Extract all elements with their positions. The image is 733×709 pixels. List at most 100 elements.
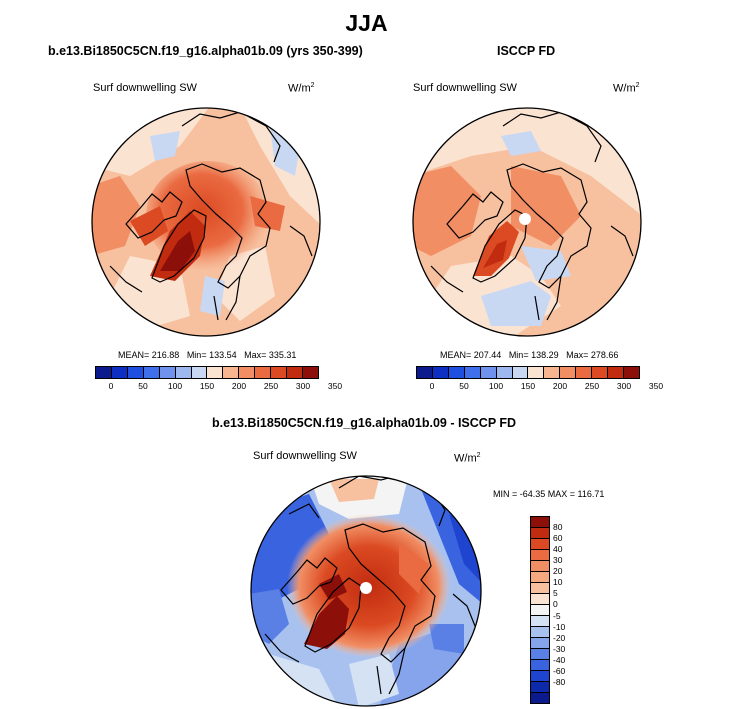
- panel-3-colorbar-swatch-13: [531, 660, 549, 671]
- panel-2-colorbar-swatch-10: [576, 367, 593, 378]
- panel-3-colorbar-swatch-9: [531, 616, 549, 627]
- panel-2-colorbar-tick-label: 50: [459, 381, 469, 391]
- panel-2-stats: MEAN= 207.44 Min= 138.29 Max= 278.66: [440, 350, 618, 360]
- panel-2-colorbar-swatch-13: [623, 367, 639, 378]
- panel-3-colorbar-swatch-0: [531, 517, 549, 528]
- panel-1-colorbar-labels: 0 50 100 150 200 250 300 350: [95, 381, 342, 393]
- panel-2-colorbar-swatch-7: [528, 367, 545, 378]
- figure-title: JJA: [345, 10, 388, 36]
- panel-1-colorbar-swatch-3: [143, 367, 160, 378]
- panel-3-colorbar-tick-label: 10: [553, 577, 563, 588]
- panel-2-colorbar-swatch-0: [417, 367, 433, 378]
- panel-3-colorbar-swatch-3: [531, 550, 549, 561]
- panel-3-colorbar-swatch-5: [531, 572, 549, 583]
- panel-1-min: Min= 133.54: [186, 350, 237, 360]
- panel-1-colorbar-swatch-12: [287, 367, 303, 378]
- panel-1-colorbar-swatch-7: [207, 367, 224, 378]
- panel-1-colorbar-tick-label: 0: [108, 381, 114, 391]
- panel-3-colorbar: [530, 516, 550, 704]
- panel-1-colorbar-swatch-11: [271, 367, 288, 378]
- panel-3-colorbar-tick-label: -20: [553, 632, 566, 643]
- panel-1-colorbar-swatch-10: [255, 367, 272, 378]
- panel-2-min: Min= 138.29: [508, 350, 559, 360]
- panel-1-mean: MEAN= 216.88: [118, 350, 180, 360]
- panel-2-unit: W/m2: [613, 82, 640, 95]
- panel-2-colorbar-swatch-11: [592, 367, 609, 378]
- panel-2-colorbar-swatch-4: [480, 367, 497, 378]
- panel-1-unit: W/m2: [288, 82, 315, 95]
- panel-2-max: Max= 278.66: [566, 350, 619, 360]
- panel-2-colorbar-tick-label: 250: [584, 381, 600, 391]
- panel-3-colorbar-swatch-11: [531, 638, 549, 649]
- panel-1-colorbar: [95, 366, 319, 379]
- panel-3-colorbar-tick-label: -5: [553, 610, 561, 621]
- panel-2-colorbar-tick-label: 0: [429, 381, 435, 391]
- panel-1-variable: Surf downwelling SW: [93, 82, 197, 94]
- panel-3-colorbar-swatch-4: [531, 561, 549, 572]
- panel-3-colorbar-tick-label: -10: [553, 621, 566, 632]
- panel-2-colorbar-swatch-12: [608, 367, 624, 378]
- panel-3-colorbar-swatch-7: [531, 594, 549, 605]
- panel-3-colorbar-labels: 80 60 40 30 20 10 5 0 -5 -10 -20 -30 -40 -60 -80: [553, 516, 583, 702]
- panel-2-colorbar-tick-label: 100: [488, 381, 504, 391]
- panel-1-max: Max= 335.31: [244, 350, 297, 360]
- panel-2-mean: MEAN= 207.44: [440, 350, 502, 360]
- panel-2-colorbar-tick-label: 350: [648, 381, 664, 391]
- panel-1-map: [91, 107, 321, 337]
- panel-3-unit: W/m2: [454, 452, 481, 465]
- panel-1-colorbar-tick-label: 100: [167, 381, 183, 391]
- panel-3-minmax: MIN = -64.35 MAX = 116.71: [493, 489, 605, 499]
- panel-2-title: ISCCP FD: [497, 44, 556, 58]
- panel-1-colorbar-tick-label: 200: [231, 381, 247, 391]
- panel-3-colorbar-tick-label: 80: [553, 522, 563, 533]
- panel-2-colorbar-tick-label: 200: [552, 381, 568, 391]
- panel-1-colorbar-tick-label: 250: [263, 381, 279, 391]
- panel-2-colorbar-swatch-1: [432, 367, 449, 378]
- panel-2-colorbar-swatch-9: [560, 367, 577, 378]
- panel-1-colorbar-swatch-13: [302, 367, 318, 378]
- pole-hole: [360, 582, 372, 594]
- panel-2-colorbar: [416, 366, 640, 379]
- panel-3-colorbar-tick-label: -40: [553, 654, 566, 665]
- panel-2-map: [412, 107, 642, 337]
- panel-3-colorbar-tick-label: -30: [553, 643, 566, 654]
- panel-2-colorbar-swatch-5: [496, 367, 513, 378]
- panel-2-colorbar-tick-label: 150: [520, 381, 536, 391]
- panel-1-colorbar-tick-label: 50: [138, 381, 148, 391]
- panel-1-colorbar-tick-label: 300: [295, 381, 311, 391]
- panel-2-colorbar-tick-label: 300: [616, 381, 632, 391]
- panel-1-colorbar-swatch-9: [239, 367, 256, 378]
- panel-3-colorbar-tick-label: -80: [553, 676, 566, 687]
- panel-3-colorbar-swatch-2: [531, 539, 549, 550]
- panel-3-colorbar-swatch-15: [531, 682, 549, 693]
- panel-1-colorbar-swatch-8: [223, 367, 240, 378]
- panel-3-colorbar-tick-label: 0: [553, 599, 558, 610]
- panel-3-colorbar-swatch-10: [531, 627, 549, 638]
- panel-2-colorbar-swatch-2: [448, 367, 465, 378]
- panel-1-stats: MEAN= 216.88 Min= 133.54 Max= 335.31: [118, 350, 296, 360]
- panel-3-colorbar-swatch-12: [531, 649, 549, 660]
- panel-3-colorbar-swatch-1: [531, 528, 549, 539]
- panel-2-colorbar-labels: 0 50 100 150 200 250 300 350: [416, 381, 663, 393]
- panel-1-colorbar-swatch-5: [175, 367, 192, 378]
- panel-2-colorbar-swatch-6: [512, 367, 529, 378]
- panel-1-colorbar-swatch-1: [111, 367, 128, 378]
- panel-3-variable: Surf downwelling SW: [253, 450, 357, 462]
- panel-3-colorbar-swatch-8: [531, 605, 549, 616]
- panel-3-colorbar-tick-label: 20: [553, 566, 563, 577]
- panel-2-variable: Surf downwelling SW: [413, 82, 517, 94]
- panel-3-colorbar-tick-label: -60: [553, 665, 566, 676]
- panel-1-title: b.e13.Bi1850C5CN.f19_g16.alpha01b.09 (yr…: [48, 44, 363, 58]
- panel-2-colorbar-swatch-3: [464, 367, 481, 378]
- pole-hole: [519, 213, 531, 225]
- panel-1-colorbar-tick-label: 150: [199, 381, 215, 391]
- panel-3-colorbar-tick-label: 30: [553, 555, 563, 566]
- panel-3-colorbar-swatch-6: [531, 583, 549, 594]
- panel-1-colorbar-swatch-2: [127, 367, 144, 378]
- panel-1-colorbar-swatch-6: [191, 367, 208, 378]
- panel-3-title: b.e13.Bi1850C5CN.f19_g16.alpha01b.09 - I…: [212, 416, 517, 430]
- panel-3-colorbar-tick-label: 60: [553, 533, 563, 544]
- panel-1-colorbar-swatch-4: [159, 367, 176, 378]
- panel-2-colorbar-swatch-8: [544, 367, 561, 378]
- panel-1-colorbar-swatch-0: [96, 367, 112, 378]
